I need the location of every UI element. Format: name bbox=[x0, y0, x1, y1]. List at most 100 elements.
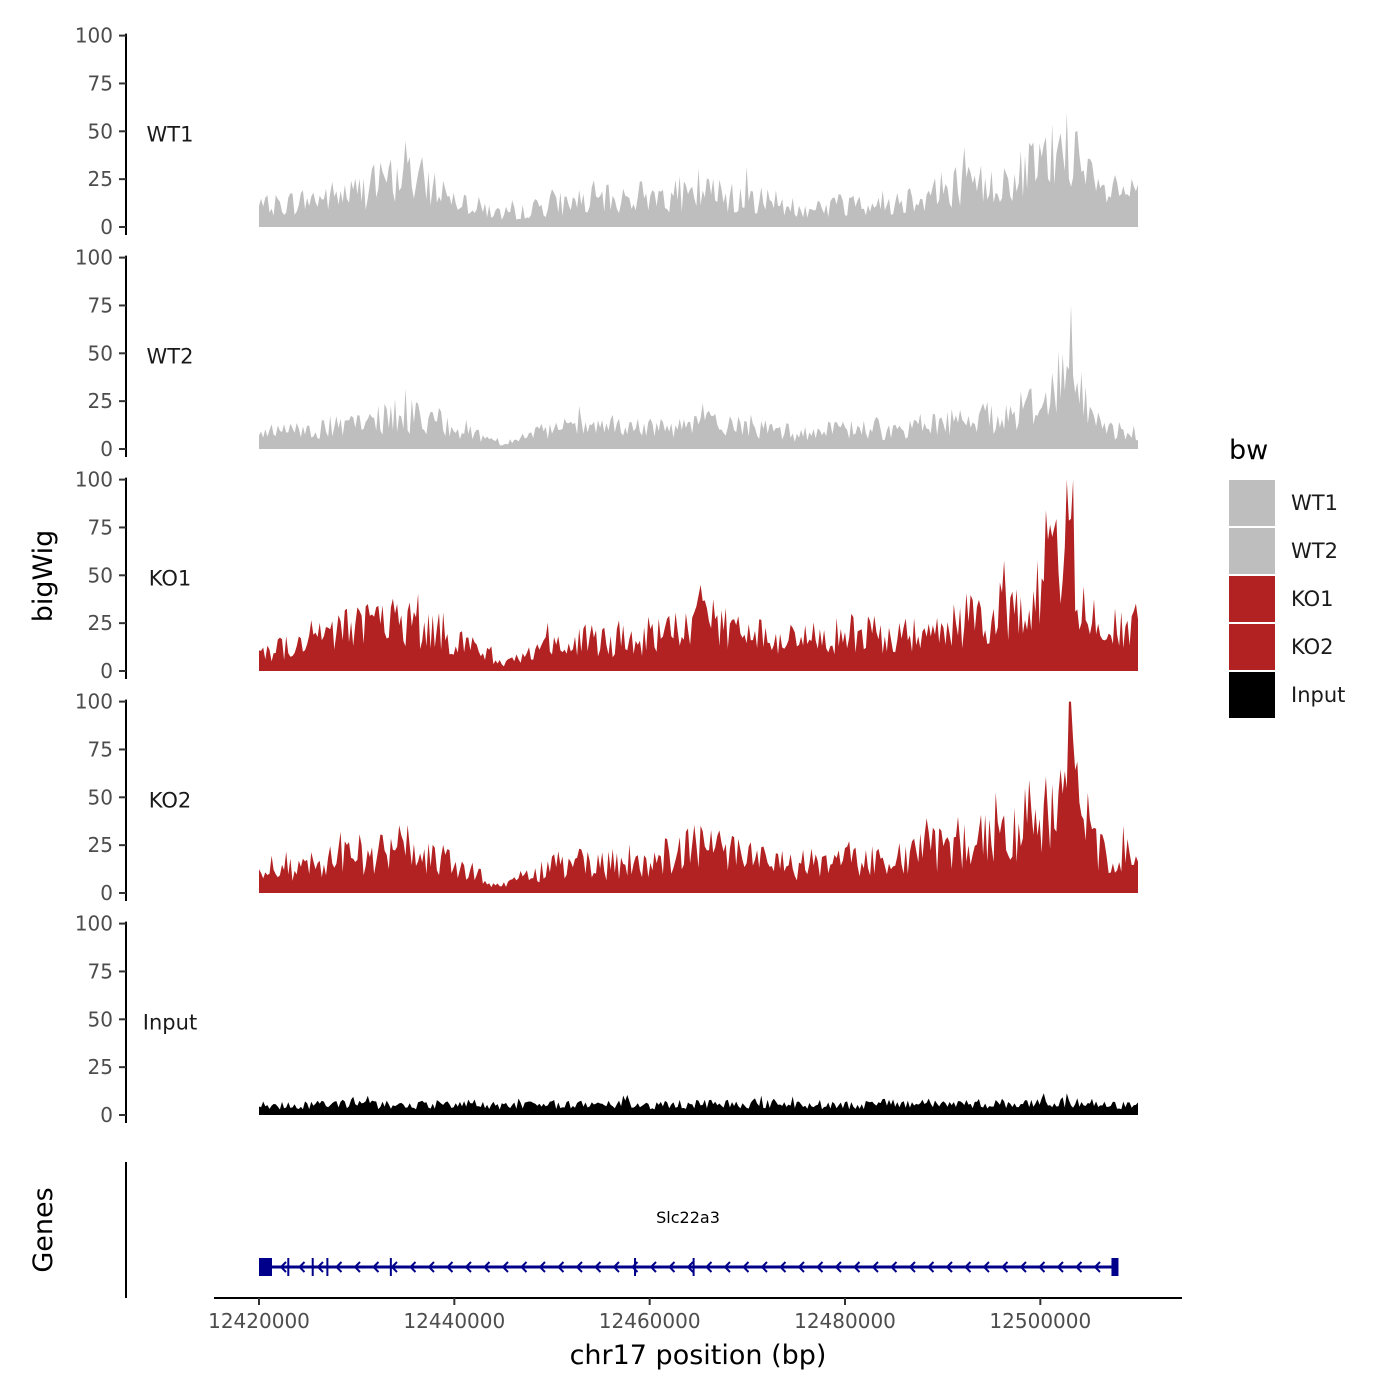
strand-arrow bbox=[298, 1261, 306, 1273]
strand-arrow bbox=[575, 1261, 583, 1273]
y-tick-label: 75 bbox=[88, 959, 113, 983]
x-axis-title: chr17 position (bp) bbox=[570, 1340, 827, 1371]
legend-swatch-ko2 bbox=[1229, 624, 1275, 670]
strand-arrow bbox=[316, 1261, 324, 1273]
track-label: WT1 bbox=[147, 122, 194, 146]
legend-label-wt2: WT2 bbox=[1291, 539, 1338, 563]
strand-arrow bbox=[668, 1261, 676, 1273]
y-tick-label: 50 bbox=[88, 341, 113, 365]
legend-title: bw bbox=[1229, 435, 1268, 466]
strand-arrow bbox=[631, 1261, 639, 1273]
legend-swatch-ko1 bbox=[1229, 576, 1275, 622]
strand-arrow bbox=[742, 1261, 750, 1273]
y-tick-label: 50 bbox=[88, 1007, 113, 1031]
y-tick-label: 50 bbox=[88, 785, 113, 809]
strand-arrow bbox=[927, 1261, 935, 1273]
strand-arrow bbox=[1001, 1261, 1009, 1273]
strand-arrow bbox=[871, 1261, 879, 1273]
strand-arrow bbox=[501, 1261, 509, 1273]
strand-arrow bbox=[594, 1261, 602, 1273]
y-tick-label: 75 bbox=[88, 293, 113, 317]
strand-arrow bbox=[723, 1261, 731, 1273]
track-label: Input bbox=[143, 1010, 197, 1034]
strand-arrow bbox=[557, 1261, 565, 1273]
y-tick-label: 100 bbox=[75, 468, 113, 492]
gene-exon bbox=[311, 1258, 314, 1276]
strand-arrow bbox=[816, 1261, 824, 1273]
legend-swatch-wt2 bbox=[1229, 528, 1275, 574]
strand-arrow bbox=[705, 1261, 713, 1273]
signal-area-wt2 bbox=[259, 304, 1138, 449]
strand-arrow bbox=[1075, 1261, 1083, 1273]
gene-exon bbox=[1111, 1258, 1119, 1276]
y-tick-label: 0 bbox=[100, 881, 113, 905]
signal-area-ko1 bbox=[259, 479, 1138, 671]
gene-panel: Genes Slc22a3 bbox=[28, 1162, 1119, 1298]
strand-arrow bbox=[409, 1261, 417, 1273]
y-tick-label: 50 bbox=[88, 119, 113, 143]
gene-exon bbox=[634, 1258, 637, 1276]
track-ko1: 0 25 50 75 100 KO1 bbox=[75, 468, 1138, 683]
track-wt2: 0 25 50 75 100 WT2 bbox=[75, 246, 1138, 461]
y-tick-label: 25 bbox=[88, 389, 113, 413]
strand-arrow bbox=[964, 1261, 972, 1273]
strand-arrow bbox=[890, 1261, 898, 1273]
strand-arrow bbox=[390, 1261, 398, 1273]
y-tick-label: 100 bbox=[75, 24, 113, 48]
y-tick-label: 75 bbox=[88, 71, 113, 95]
x-tick-label: 12420000 bbox=[208, 1309, 310, 1333]
strand-arrow bbox=[1038, 1261, 1046, 1273]
y-tick-label: 0 bbox=[100, 215, 113, 239]
genes-axis-title: Genes bbox=[28, 1187, 59, 1272]
strand-arrow bbox=[335, 1261, 343, 1273]
strand-arrow bbox=[1093, 1261, 1101, 1273]
legend-label-input: Input bbox=[1291, 683, 1345, 707]
strand-arrow bbox=[1056, 1261, 1064, 1273]
strand-arrow bbox=[760, 1261, 768, 1273]
strand-arrow bbox=[372, 1261, 380, 1273]
track-input: 0 25 50 75 100 Input bbox=[75, 912, 1138, 1127]
y-axis-title: bigWig bbox=[28, 530, 59, 623]
y-tick-label: 75 bbox=[88, 515, 113, 539]
strand-arrow bbox=[853, 1261, 861, 1273]
y-tick-label: 25 bbox=[88, 1055, 113, 1079]
strand-arrow bbox=[908, 1261, 916, 1273]
legend-swatch-input bbox=[1229, 672, 1275, 718]
strand-arrow bbox=[945, 1261, 953, 1273]
gene-model-slc22a3 bbox=[259, 1258, 1119, 1276]
tracks-group: 0 25 50 75 100 WT1 0 25 50 75 100 WT2 0 25 50 75 100 KO1 0… bbox=[75, 24, 1138, 1127]
track-label: KO2 bbox=[149, 788, 192, 812]
strand-arrow bbox=[1019, 1261, 1027, 1273]
track-label: KO1 bbox=[149, 566, 192, 590]
y-tick-label: 0 bbox=[100, 437, 113, 461]
y-tick-label: 50 bbox=[88, 563, 113, 587]
y-tick-label: 100 bbox=[75, 690, 113, 714]
x-axis: 12420000 12440000 12460000 12480000 12500000 bbox=[208, 1297, 1182, 1333]
y-tick-label: 100 bbox=[75, 912, 113, 936]
gene-exon bbox=[326, 1258, 329, 1276]
legend-label-ko2: KO2 bbox=[1291, 635, 1334, 659]
track-label: WT2 bbox=[147, 344, 194, 368]
gene-name-label: Slc22a3 bbox=[656, 1208, 720, 1227]
x-tick-label: 12480000 bbox=[794, 1309, 896, 1333]
strand-arrow bbox=[464, 1261, 472, 1273]
strand-arrow bbox=[520, 1261, 528, 1273]
x-tick-label: 12500000 bbox=[989, 1309, 1091, 1333]
strand-arrow bbox=[779, 1261, 787, 1273]
gene-exon bbox=[259, 1258, 272, 1276]
x-tick-label: 12440000 bbox=[403, 1309, 505, 1333]
strand-arrow bbox=[797, 1261, 805, 1273]
track-ko2: 0 25 50 75 100 KO2 bbox=[75, 690, 1138, 905]
legend-swatch-wt1 bbox=[1229, 480, 1275, 526]
legend: bw WT1 WT2 KO1 KO2 Input bbox=[1229, 435, 1345, 718]
strand-arrow bbox=[649, 1261, 657, 1273]
strand-arrow bbox=[279, 1261, 287, 1273]
gene-exon bbox=[692, 1258, 695, 1276]
y-tick-label: 25 bbox=[88, 833, 113, 857]
gene-exon bbox=[287, 1258, 290, 1276]
y-tick-label: 0 bbox=[100, 659, 113, 683]
signal-area-input bbox=[259, 1093, 1138, 1115]
legend-label-wt1: WT1 bbox=[1291, 491, 1338, 515]
strand-arrow bbox=[353, 1261, 361, 1273]
